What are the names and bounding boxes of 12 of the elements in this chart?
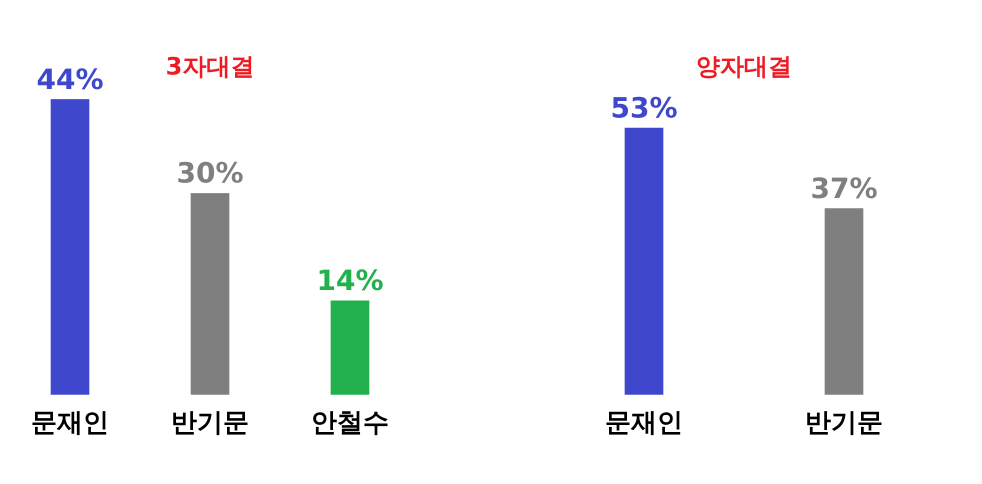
chart-title: 양자대결	[696, 52, 792, 81]
data-label: 44%	[36, 62, 104, 96]
data-label: 14%	[316, 264, 384, 298]
data-label: 30%	[176, 156, 244, 190]
x-tick-label: 안철수	[311, 408, 389, 438]
data-label: 53%	[610, 91, 678, 124]
x-tick-label: 문재인	[605, 408, 683, 438]
x-tick-label: 반기문	[805, 408, 883, 438]
data-label: 37%	[810, 172, 878, 205]
x-tick-label: 반기문	[171, 408, 249, 438]
x-tick-label: 문재인	[31, 408, 109, 438]
chart-title: 3자대결	[166, 52, 254, 81]
